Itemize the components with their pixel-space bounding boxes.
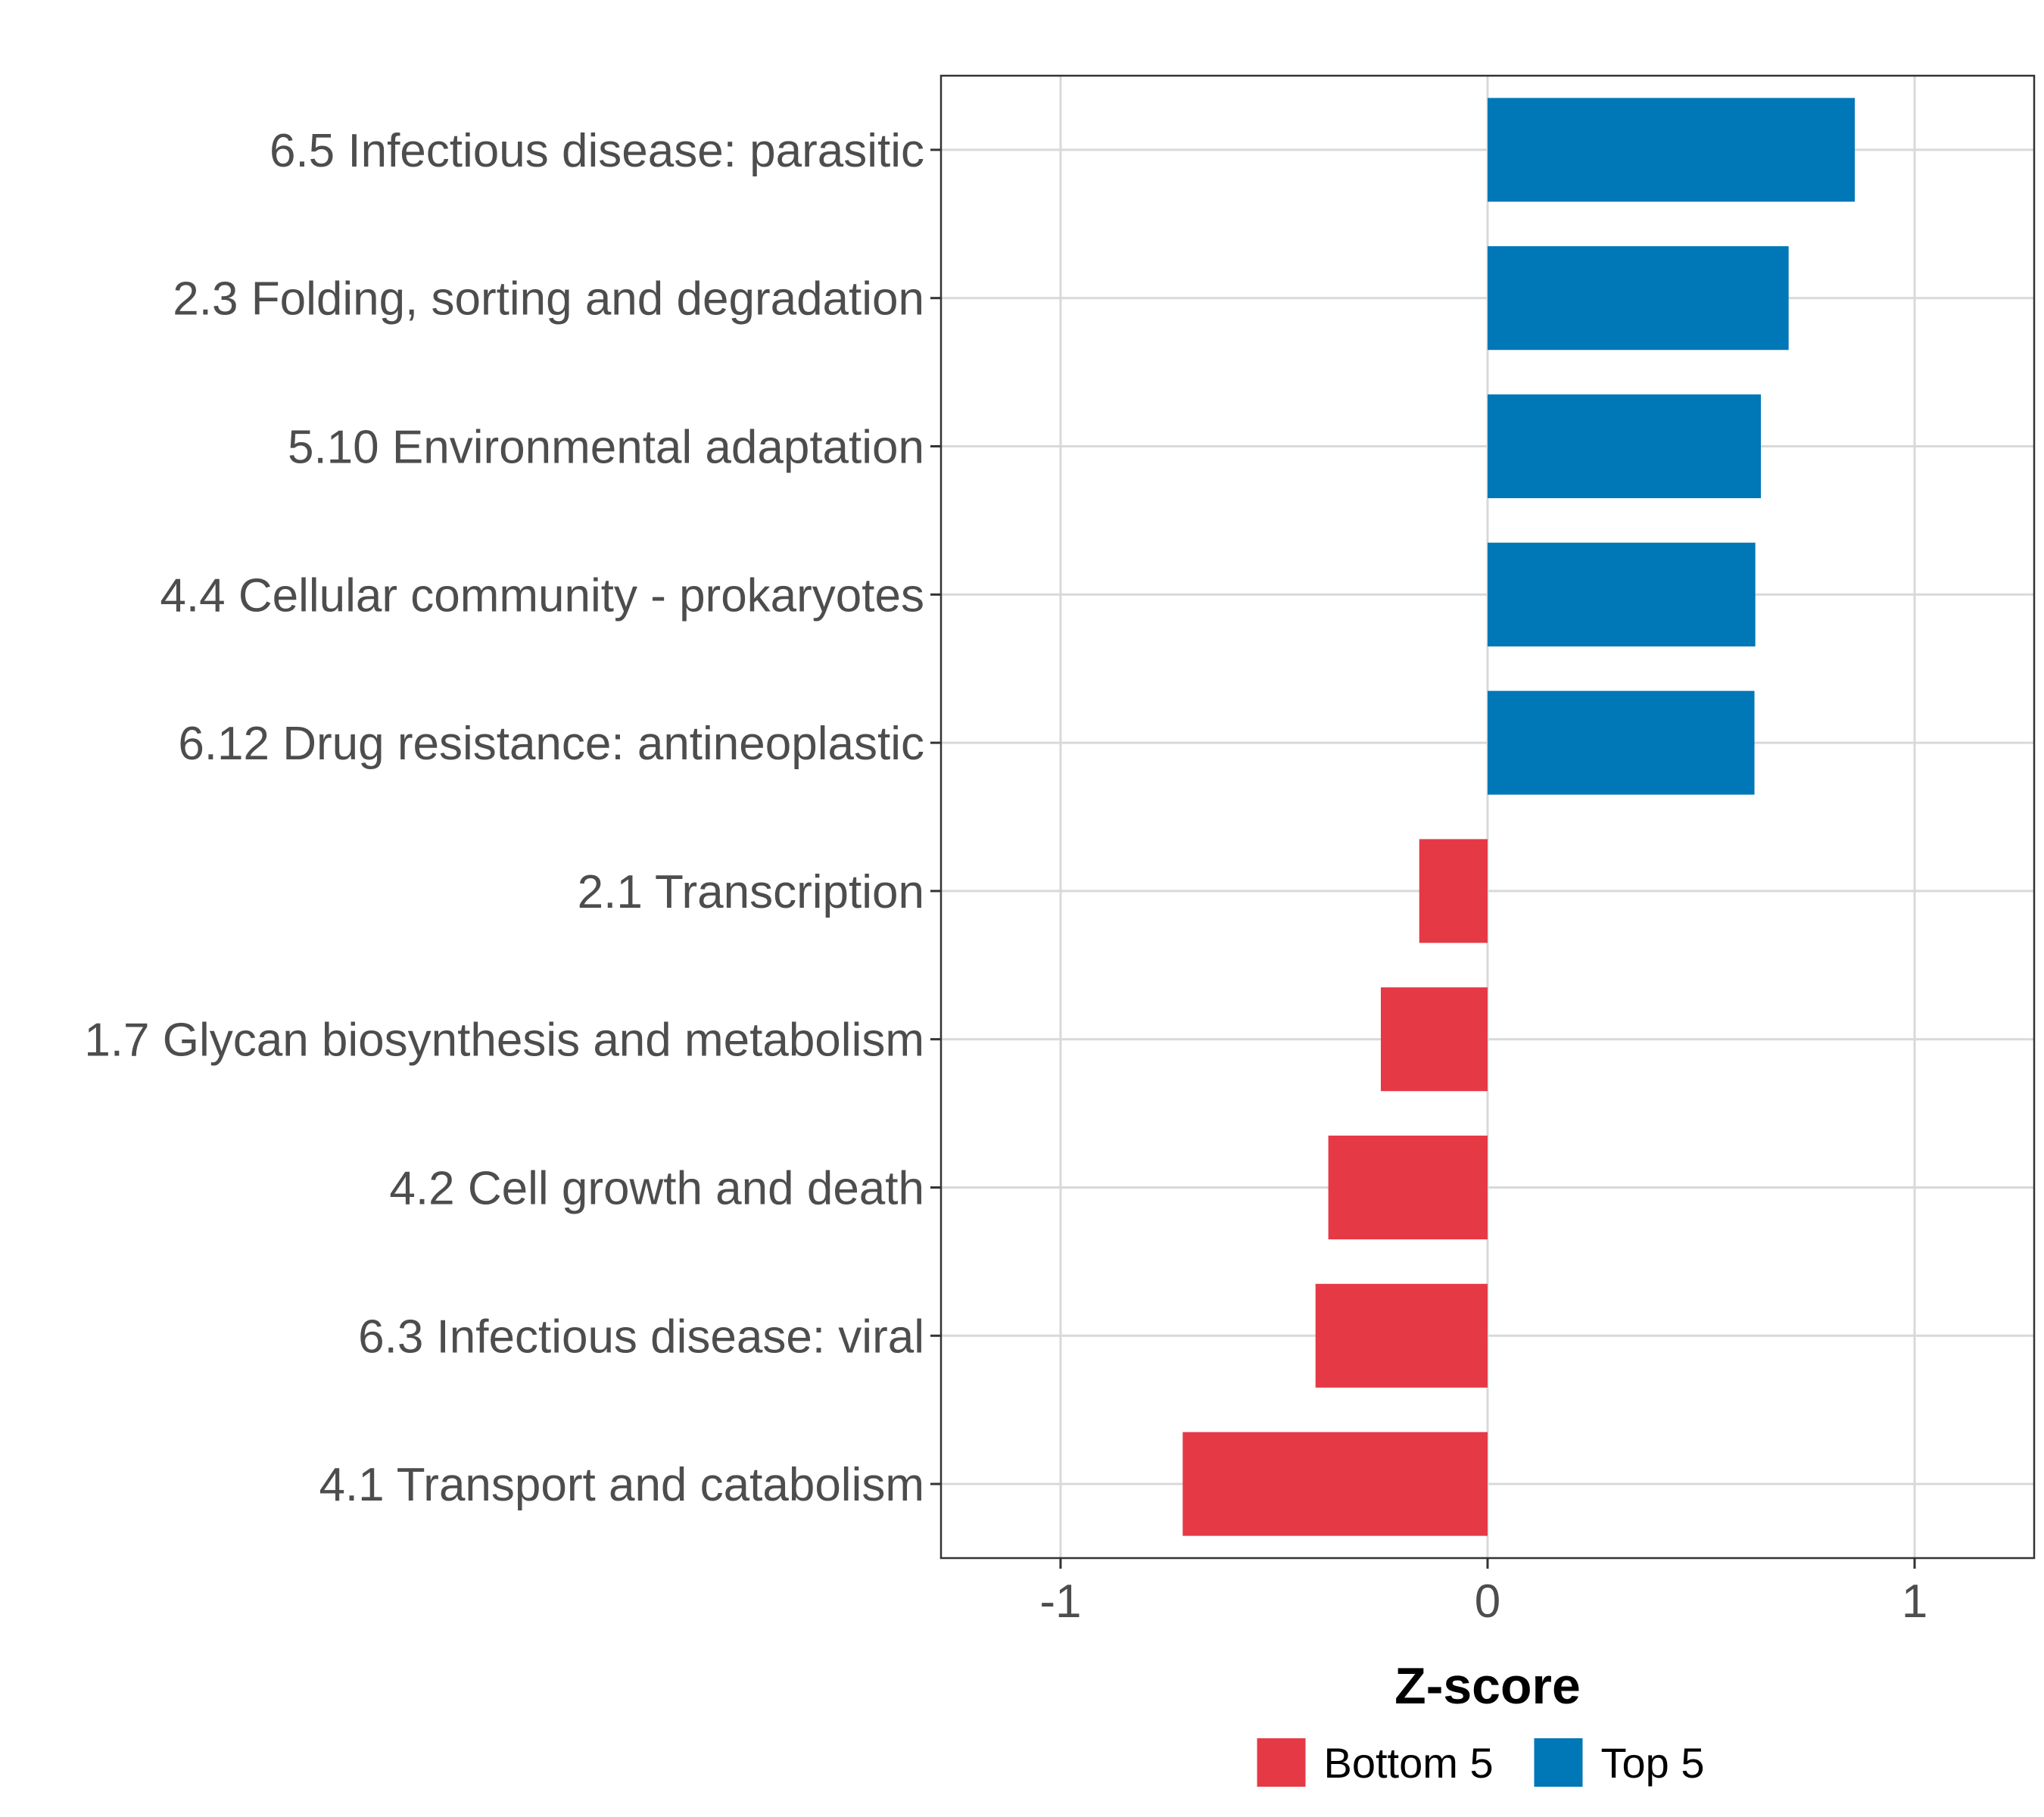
bar bbox=[1315, 1283, 1488, 1388]
bar bbox=[1419, 839, 1488, 943]
x-axis-title: Z-score bbox=[1394, 1657, 1581, 1715]
legend-swatch bbox=[1534, 1738, 1583, 1787]
x-axis-ticks bbox=[1059, 1558, 1916, 1569]
bar bbox=[1182, 1432, 1488, 1536]
bar bbox=[1488, 542, 1756, 647]
y-axis-label: 6.5 Infectious disease: parasitic bbox=[270, 125, 924, 177]
bar bbox=[1380, 987, 1488, 1092]
y-axis-labels: 6.5 Infectious disease: parasitic 2.3 Fol… bbox=[84, 125, 924, 1511]
y-axis-label: 5.10 Environmental adaptation bbox=[288, 422, 924, 474]
bar bbox=[1488, 246, 1789, 351]
legend: Bottom 5 Top 5 bbox=[1257, 1738, 1705, 1787]
y-axis-label: 4.4 Cellular community - prokaryotes bbox=[160, 569, 924, 622]
bar bbox=[1488, 98, 1855, 202]
legend-label: Top 5 bbox=[1601, 1739, 1705, 1787]
y-axis-label: 4.1 Transport and catabolism bbox=[319, 1459, 924, 1511]
bar bbox=[1328, 1135, 1488, 1240]
y-axis-label: 4.2 Cell growth and death bbox=[389, 1163, 924, 1215]
x-axis-tick-label: 0 bbox=[1475, 1575, 1500, 1628]
bar bbox=[1488, 690, 1755, 795]
y-axis-ticks bbox=[930, 148, 941, 1485]
legend-label: Bottom 5 bbox=[1324, 1739, 1494, 1787]
y-axis-label: 1.7 Glycan biosynthesis and metabolism bbox=[84, 1014, 924, 1067]
y-axis-label: 2.1 Transcription bbox=[578, 866, 924, 918]
y-axis-label: 2.3 Folding, sorting and degradation bbox=[173, 273, 924, 326]
legend-swatch bbox=[1257, 1738, 1306, 1787]
x-axis-tick-label: 1 bbox=[1902, 1575, 1927, 1628]
x-axis-labels: -1 0 1 bbox=[1039, 1575, 1927, 1628]
y-axis-label: 6.3 Infectious disease: viral bbox=[358, 1311, 924, 1363]
bar bbox=[1488, 394, 1761, 499]
x-axis-tick-label: -1 bbox=[1039, 1575, 1081, 1628]
y-axis-label: 6.12 Drug resistance: antineoplastic bbox=[178, 718, 924, 770]
bars bbox=[1182, 98, 1855, 1536]
